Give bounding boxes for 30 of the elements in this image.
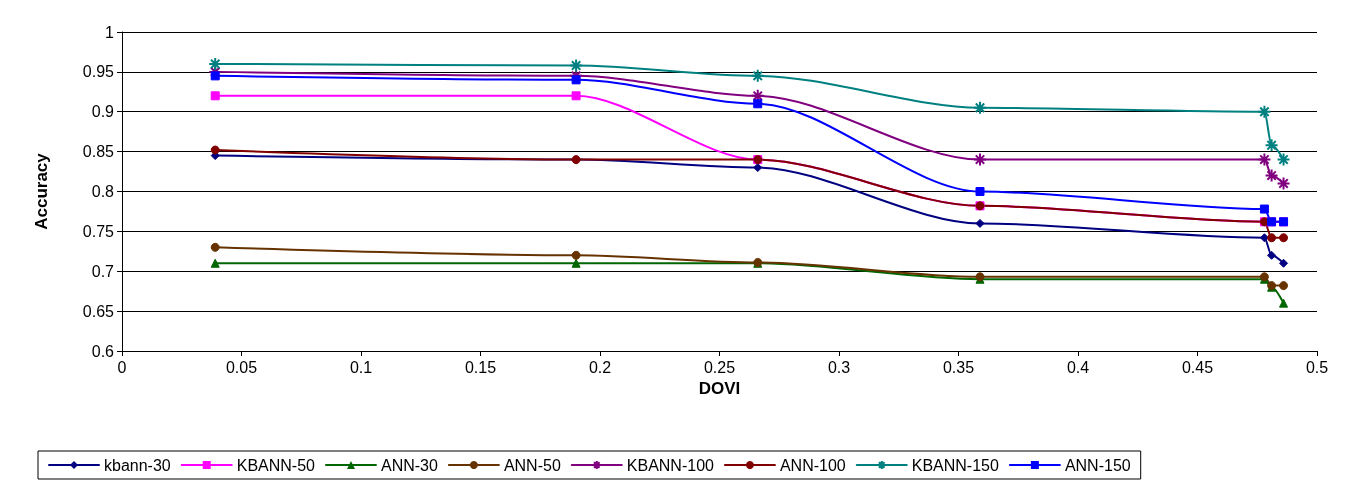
y-tick-label: 0.75 (82, 222, 115, 240)
x-tick-label: 0.1 (349, 358, 373, 376)
x-tick-label: 0.15 (464, 358, 497, 376)
x-tick-label: 0.3 (827, 358, 851, 376)
legend-label: ANN-100 (779, 456, 846, 474)
y-tick-label: 1 (105, 23, 115, 41)
y-tick-label: 0.6 (91, 342, 115, 360)
y-tick-label: 0.65 (82, 302, 115, 320)
x-axis-title: DOVI (698, 378, 741, 398)
x-tick-label: 0.25 (703, 358, 736, 376)
y-tick-label: 0.95 (82, 63, 115, 81)
legend-label: ANN-30 (380, 456, 438, 474)
x-tick-label: 0 (117, 358, 127, 376)
legend-label: ANN-50 (503, 456, 561, 474)
x-tick-label: 0.35 (942, 358, 975, 376)
legend-label: kbann-30 (104, 456, 171, 474)
x-tick-label: 0.45 (1181, 358, 1214, 376)
y-tick-label: 0.85 (82, 143, 115, 161)
y-axis-title: Accuracy (32, 152, 51, 230)
legend-label: ANN-150 (1064, 456, 1131, 474)
x-tick-label: 0.5 (1305, 358, 1329, 376)
x-tick-label: 0.05 (225, 358, 258, 376)
legend-label: KBANN-150 (911, 456, 999, 474)
x-tick-label: 0.4 (1066, 358, 1090, 376)
legend-label: KBANN-50 (236, 456, 316, 474)
y-tick-label: 0.9 (91, 103, 115, 121)
y-tick-label: 0.8 (91, 183, 115, 200)
y-tick-label: 0.7 (91, 262, 115, 280)
x-tick-label: 0.2 (588, 358, 612, 376)
legend-label: KBANN-100 (626, 456, 715, 474)
